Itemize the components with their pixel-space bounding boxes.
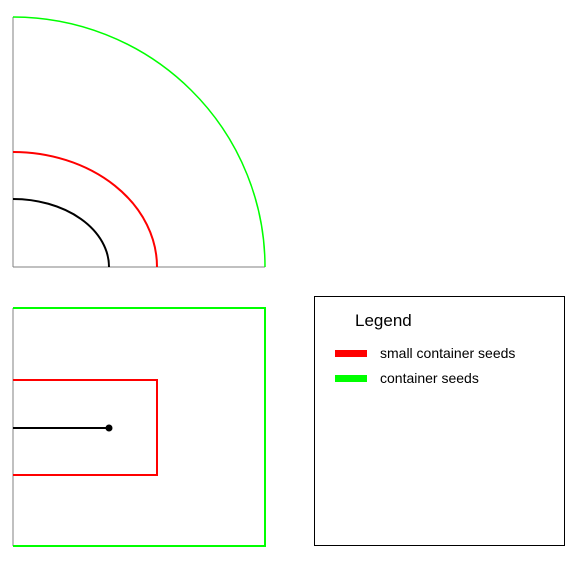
legend-item-container-seeds: container seeds — [335, 368, 479, 388]
quarter-circle-view — [12, 16, 266, 268]
legend-title: Legend — [355, 311, 412, 330]
inner-arc — [12, 198, 110, 268]
legend-label: container seeds — [380, 370, 479, 386]
legend-label: small container seeds — [380, 345, 516, 361]
legend-swatch-green — [335, 374, 367, 382]
inner-segment-endpoint — [105, 424, 113, 432]
legend-swatch-red — [335, 349, 367, 357]
container-seeds-arc — [12, 16, 266, 268]
legend-item-small-container-seeds: small container seeds — [335, 343, 515, 363]
small-container-seeds-arc — [12, 151, 158, 268]
rectangular-view — [12, 307, 266, 547]
container-seeds-rect — [13, 307, 266, 547]
legend-box: Legend small container seeds container s… — [314, 296, 565, 546]
small-container-seeds-rect — [13, 379, 158, 476]
